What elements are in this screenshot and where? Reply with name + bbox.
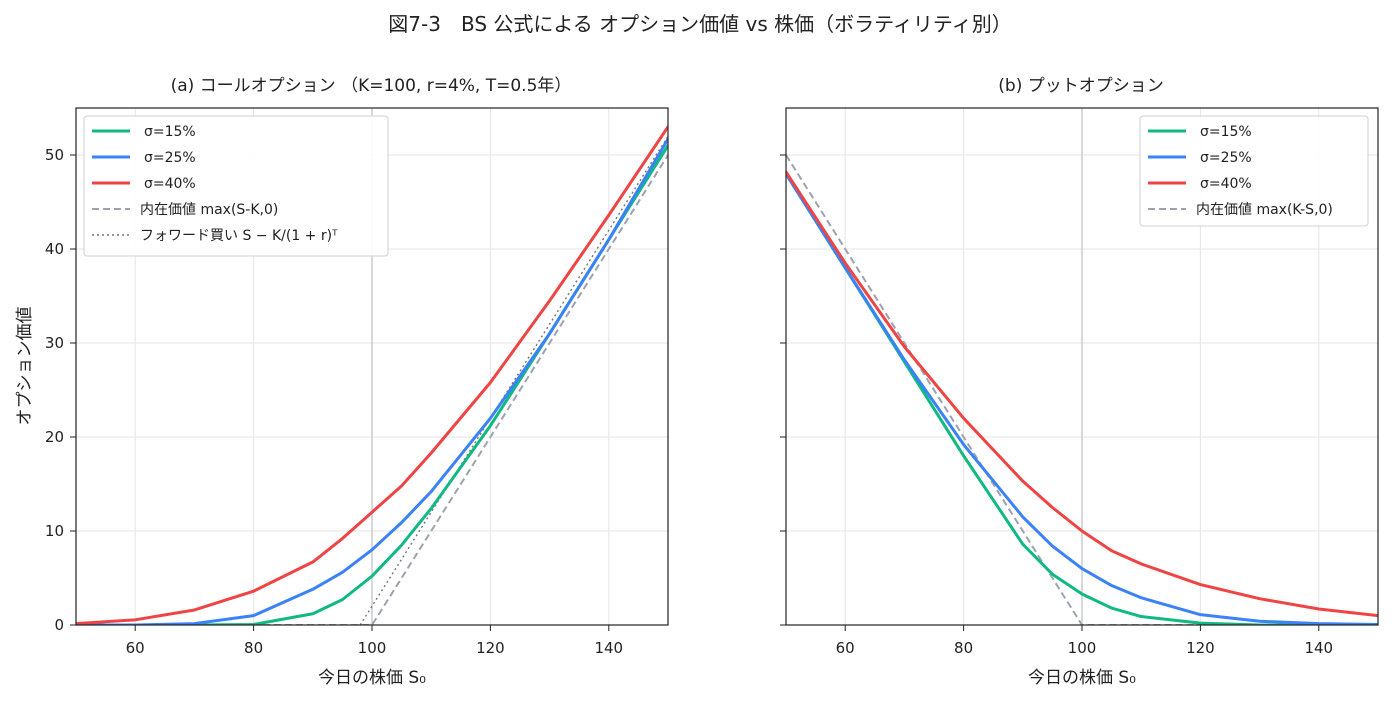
- put-legend-label-2: σ=40%: [1200, 176, 1252, 192]
- call-legend-label-2: σ=40%: [144, 176, 196, 192]
- call-legend-label-1: σ=25%: [144, 150, 196, 166]
- call-legend-label-4: フォワード買い S − K/(1 + r)ᵀ: [140, 228, 338, 244]
- call-ytick-label-50: 50: [45, 146, 64, 164]
- put-x-ticks: 60 80 100 120 140: [836, 625, 1333, 657]
- call-legend-label-3: 内在価値 max(S-K,0): [140, 202, 278, 218]
- call-ytick-label-30: 30: [45, 334, 64, 352]
- figure-suptitle: 図7-3 BS 公式による オプション価値 vs 株価（ボラティリティ別）: [388, 12, 1011, 36]
- call-x-axis-label: 今日の株価 S₀: [318, 668, 426, 688]
- call-ytick-label-40: 40: [45, 240, 64, 258]
- call-series-max-s-k-0-3: [76, 154, 668, 625]
- call-series-25-1: [76, 137, 668, 625]
- put-series-lines: [786, 154, 1378, 625]
- put-option-panel: (b) プットオプション 60 80 100 120 140 今日の株価 S₀ σ=15…: [780, 76, 1379, 688]
- call-series-40-2: [76, 125, 668, 625]
- call-ytick-label-10: 10: [45, 522, 64, 540]
- put-series-25-1: [786, 172, 1378, 625]
- call-legend-label-0: σ=15%: [144, 124, 196, 140]
- put-legend-box: [1139, 115, 1369, 227]
- call-ytick-label-20: 20: [45, 428, 64, 446]
- put-legend-label-0: σ=15%: [1200, 124, 1252, 140]
- put-series-max-k-s-0-3: [786, 154, 1378, 625]
- put-panel-title: (b) プットオプション: [998, 76, 1163, 96]
- put-xtick-label-80: 80: [954, 639, 973, 657]
- put-series-40-2: [786, 170, 1378, 618]
- call-ytick-label-0: 0: [54, 616, 64, 634]
- call-y-ticks: 0 10 20 30 40 50: [45, 146, 76, 634]
- call-xtick-label-100: 100: [358, 639, 387, 657]
- put-legend-label-3: 内在価値 max(K-S,0): [1196, 202, 1333, 218]
- call-xtick-label-140: 140: [594, 639, 623, 657]
- put-legend: σ=15% σ=25% σ=40% 内在価値 max(K-S,0): [1139, 115, 1369, 227]
- call-panel-title: (a) コールオプション （K=100, r=4%, T=0.5年）: [171, 76, 572, 96]
- call-xtick-label-80: 80: [244, 639, 263, 657]
- call-series-s-k-1-r-4: [359, 135, 668, 625]
- call-legend-box: [83, 115, 389, 257]
- put-xtick-label-60: 60: [836, 639, 855, 657]
- call-x-ticks: 60 80 100 120 140: [126, 625, 623, 657]
- call-legend: σ=15% σ=25% σ=40% 内在価値 max(S-K,0) フォワード買い S …: [83, 115, 389, 257]
- put-xtick-label-140: 140: [1304, 639, 1333, 657]
- put-legend-label-1: σ=25%: [1200, 150, 1252, 166]
- call-series-lines: [76, 125, 668, 625]
- put-y-ticks: [780, 154, 786, 626]
- put-x-axis-label: 今日の株価 S₀: [1028, 668, 1136, 688]
- put-xtick-label-100: 100: [1068, 639, 1097, 657]
- call-y-axis-label: オプション価値: [15, 307, 35, 426]
- call-option-panel: (a) コールオプション （K=100, r=4%, T=0.5年） 60 80 1…: [15, 76, 669, 688]
- call-xtick-label-120: 120: [476, 639, 505, 657]
- call-xtick-label-60: 60: [126, 639, 145, 657]
- put-xtick-label-120: 120: [1186, 639, 1215, 657]
